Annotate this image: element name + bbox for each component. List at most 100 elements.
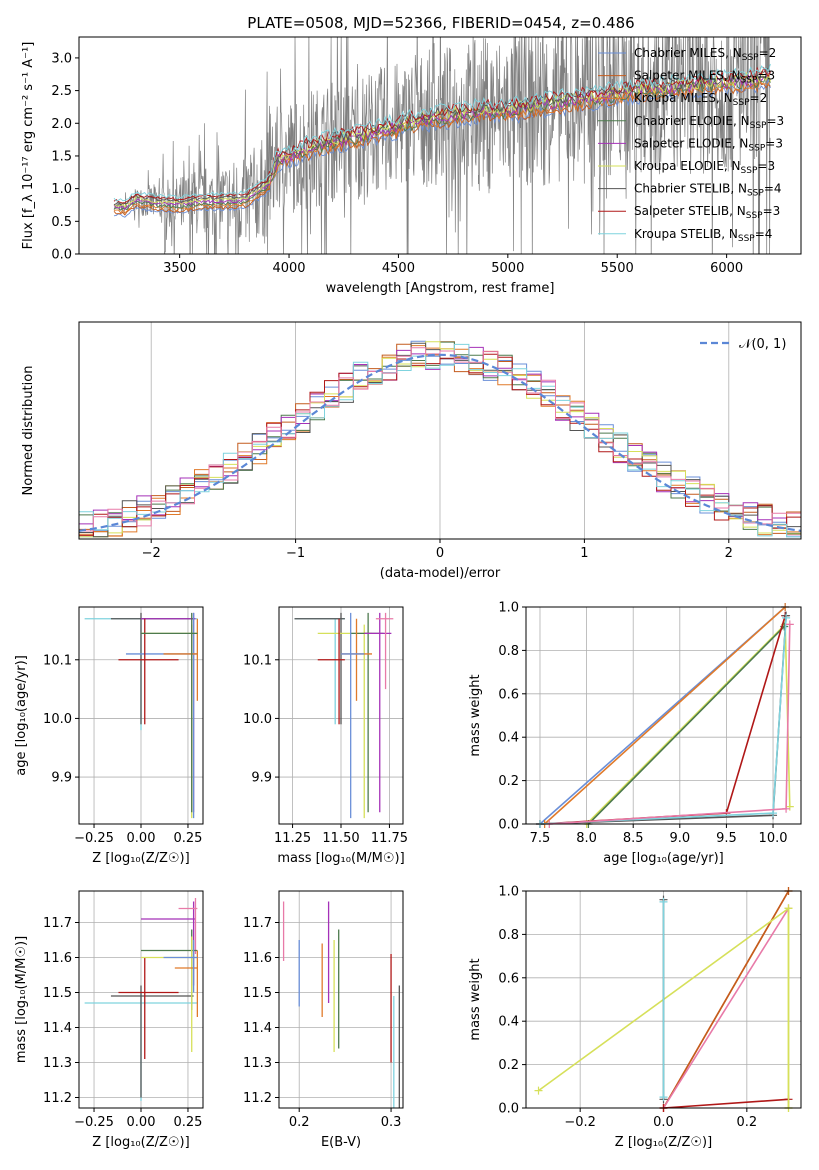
plot-frame: [78, 36, 802, 255]
x-tick-label: −2: [142, 546, 161, 561]
x-axis-label: Z [log₁₀(Z/Z☉)]: [92, 1135, 189, 1150]
y-tick-label: 11.4: [43, 1021, 72, 1036]
mass-weight-vs-metallicity-panel: −0.2 0.0 0.2 0.0 0.2 0.4 0.6 0.8 1.0 Z [log₁₀(Z/Z…: [468, 885, 802, 1150]
legend-label: Kroupa MILES, NSSP=2: [634, 91, 767, 108]
plot-frame: [525, 606, 802, 825]
x-tick-label: 4000: [272, 261, 305, 276]
legend-label: Salpeter STELIB, NSSP=3: [634, 204, 780, 221]
y-tick-label: 0.4: [498, 1015, 519, 1030]
histogram-steps: [79, 340, 801, 538]
y-tick-label: 0.6: [498, 971, 519, 986]
weight-marker: [785, 802, 794, 811]
plot-frame: [78, 890, 204, 1109]
mass-weight-vs-age-panel: 7.5 8.0 8.5 9.0 9.5 10.0 0.0 0.2 0.4 0.6 0.8 1.0 age…: [468, 601, 802, 866]
y-tick-label: 11.4: [243, 1021, 272, 1036]
weight-series-line: [544, 606, 786, 825]
spectrum-lines: [113, 37, 771, 254]
x-axis-label: Z [log₁₀(Z/Z☉)]: [92, 851, 189, 866]
x-tick-label: 11.25: [274, 831, 311, 846]
weight-series-line: [662, 890, 790, 1109]
weight-marker: [534, 1086, 543, 1095]
mass-vs-extinction-panel: 0.2 0.3 11.2 11.3 11.4 11.5 11.6 11.7 E(B-V): [243, 890, 404, 1150]
y-tick-label: 11.2: [243, 1091, 272, 1106]
y-tick-label: 0.0: [498, 1102, 519, 1117]
y-tick-label: 9.9: [51, 771, 72, 786]
x-tick-label: 5000: [491, 261, 524, 276]
x-tick-label: 7.5: [530, 831, 551, 846]
weight-series-line: [539, 617, 787, 825]
legend-label: Chabrier ELODIE, NSSP=3: [634, 114, 784, 131]
x-tick-label: −0.2: [564, 1115, 596, 1130]
x-axis-label: Z [log₁₀(Z/Z☉)]: [615, 1135, 712, 1150]
weight-marker: [782, 613, 791, 622]
y-tick-label: 2.0: [51, 117, 72, 132]
y-tick-label: 1.0: [51, 182, 72, 197]
y-tick-label: 1.0: [498, 601, 519, 616]
y-tick-label: 0.6: [498, 687, 519, 702]
y-tick-label: 0.4: [498, 731, 519, 746]
x-tick-label: 9.5: [716, 831, 737, 846]
x-tick-label: −0.25: [74, 831, 114, 846]
legend-label: Salpeter ELODIE, NSSP=3: [634, 136, 783, 153]
y-tick-label: 0.0: [51, 248, 72, 263]
weight-marker: [659, 1093, 668, 1102]
weight-marker: [769, 809, 778, 818]
gaussian-curve: [79, 353, 801, 532]
y-tick-label: 3.0: [51, 51, 72, 66]
x-tick-label: 0.00: [127, 831, 156, 846]
weight-series-line: [663, 1098, 789, 1109]
y-tick-label: 10.0: [243, 712, 272, 727]
legend-label: Kroupa ELODIE, NSSP=3: [634, 159, 775, 176]
y-tick-label: 11.5: [243, 986, 272, 1001]
model-spectrum-line: [113, 66, 771, 204]
x-tick-label: 0.25: [173, 831, 202, 846]
y-axis-label: age [log₁₀(age/yr)]: [14, 655, 29, 776]
weight-series-line: [662, 907, 790, 1109]
x-tick-label: −1: [286, 546, 305, 561]
y-axis-label: Normed distribution: [21, 366, 36, 496]
y-tick-label: 2.5: [51, 84, 72, 99]
y-axis-label: mass weight: [468, 674, 483, 756]
plot-frame: [278, 606, 404, 825]
y-tick-label: 0.2: [498, 774, 519, 789]
figure-title: PLATE=0508, MJD=52366, FIBERID=0454, z=0…: [247, 14, 634, 32]
x-tick-label: 0.3: [381, 1115, 402, 1130]
x-axis-label: wavelength [Angstrom, rest frame]: [326, 281, 555, 296]
residual-histogram-panel: −2 −1 0 1 2 𝒩(0, 1) (data-model)/error Normed d…: [21, 321, 802, 581]
x-tick-label: 6000: [710, 261, 743, 276]
y-tick-label: 10.0: [43, 712, 72, 727]
age-vs-mass-panel: 11.25 11.50 11.75 9.9 10.0 10.1 mass [log₁₀(M/…: [243, 606, 408, 866]
y-axis-label: Flux [f_λ 10⁻¹⁷ erg cm⁻² s⁻¹ A⁻¹]: [21, 42, 36, 250]
y-tick-label: 9.9: [251, 771, 272, 786]
y-tick-label: 11.5: [43, 986, 72, 1001]
x-axis-label: age [log₁₀(age/yr)]: [603, 851, 724, 866]
y-tick-label: 0.5: [51, 215, 72, 230]
x-tick-label: 11.50: [322, 831, 359, 846]
y-tick-label: 11.6: [243, 951, 272, 966]
y-axis-label: mass [log₁₀(M/M☉)]: [14, 936, 29, 1063]
x-tick-label: 9.0: [669, 831, 690, 846]
weight-series-line: [587, 625, 785, 825]
x-tick-label: 0.0: [653, 1115, 674, 1130]
x-tick-label: 0.2: [736, 1115, 757, 1130]
age-vs-metallicity-panel: −0.25 0.00 0.25 9.9 10.0 10.1 Z [log₁₀(Z/Z☉)] a…: [14, 606, 204, 866]
x-tick-label: 5500: [601, 261, 634, 276]
y-tick-label: 1.0: [498, 885, 519, 900]
weight-series-line: [539, 615, 786, 825]
legend-label: Chabrier MILES, NSSP=2: [634, 46, 776, 63]
weight-marker: [782, 804, 791, 813]
x-tick-label: 11.75: [371, 831, 408, 846]
y-tick-label: 11.6: [43, 951, 72, 966]
x-tick-label: −0.25: [74, 1115, 114, 1130]
legend-label: Chabrier STELIB, NSSP=4: [634, 182, 782, 199]
x-axis-label: E(B-V): [321, 1135, 361, 1150]
weight-series-line: [549, 624, 791, 825]
weight-marker: [785, 620, 794, 629]
legend-label: Salpeter MILES, NSSP=3: [634, 69, 775, 86]
y-tick-label: 11.7: [43, 916, 72, 931]
y-tick-label: 11.7: [243, 916, 272, 931]
model-spectrum-line: [113, 63, 771, 202]
histogram-series: [79, 353, 801, 536]
model-spectrum-line: [113, 67, 771, 206]
